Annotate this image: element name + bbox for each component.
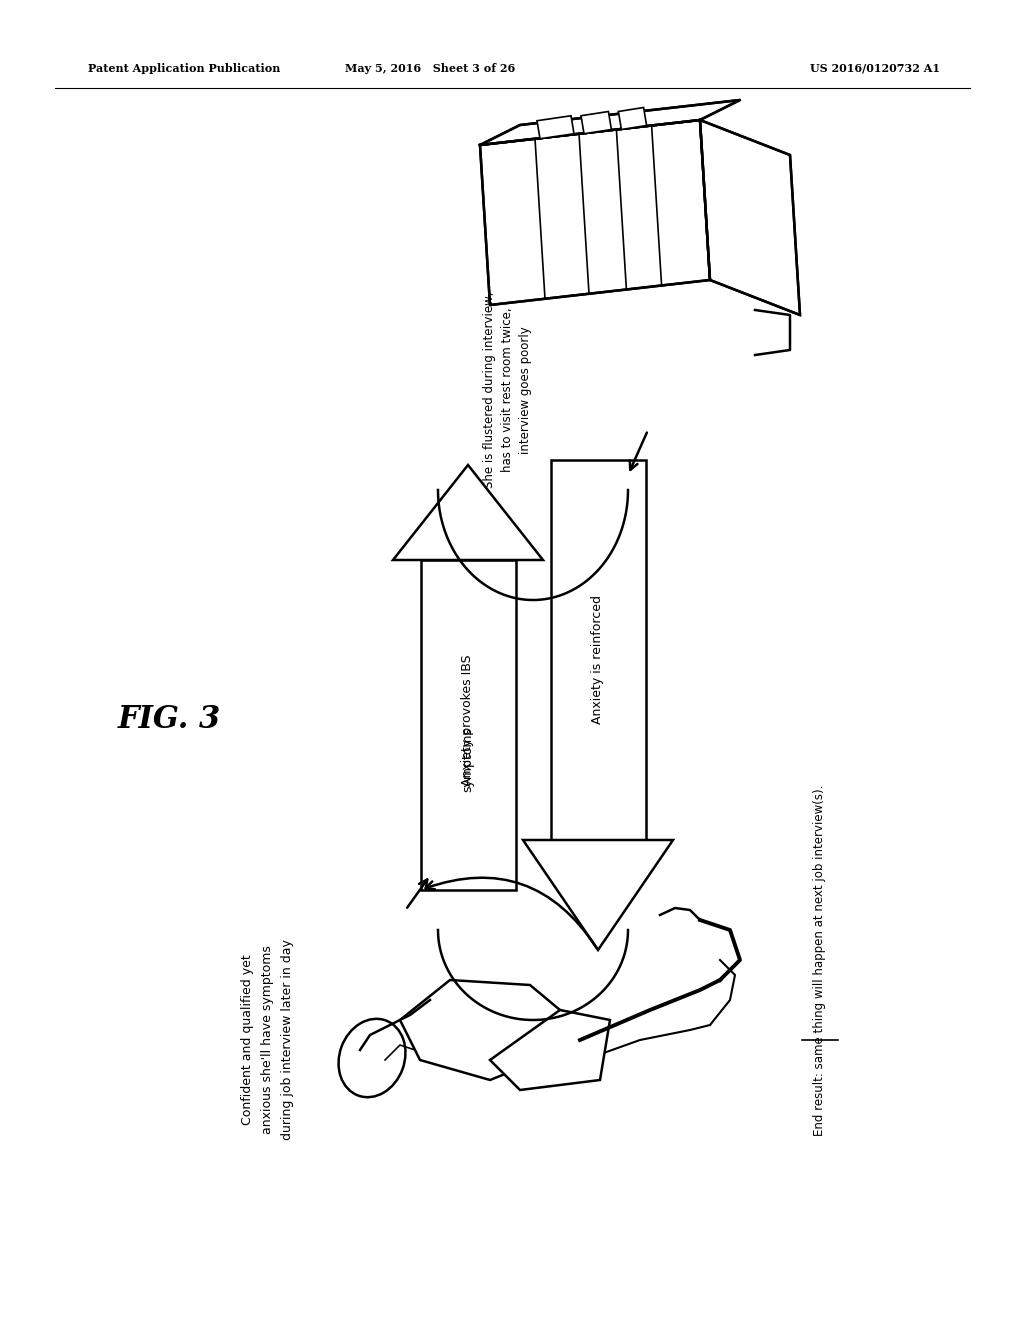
Text: has to visit rest room twice,: has to visit rest room twice, — [502, 308, 514, 473]
Text: Patent Application Publication: Patent Application Publication — [88, 62, 281, 74]
Polygon shape — [400, 979, 560, 1080]
Text: End result: same thing will happen at next job interview(s).: End result: same thing will happen at ne… — [813, 784, 826, 1135]
Polygon shape — [700, 120, 800, 315]
Polygon shape — [480, 120, 710, 305]
Polygon shape — [618, 107, 646, 129]
Polygon shape — [393, 465, 543, 560]
Polygon shape — [523, 840, 673, 950]
Text: interview goes poorly: interview goes poorly — [519, 326, 532, 454]
Text: symptoms: symptoms — [462, 727, 474, 792]
Text: US 2016/0120732 A1: US 2016/0120732 A1 — [810, 62, 940, 74]
Text: May 5, 2016   Sheet 3 of 26: May 5, 2016 Sheet 3 of 26 — [345, 62, 515, 74]
Text: during job interview later in day: during job interview later in day — [282, 940, 295, 1140]
Text: FIG. 3: FIG. 3 — [118, 705, 221, 735]
Text: Anxiety is reinforced: Anxiety is reinforced — [592, 595, 604, 725]
Polygon shape — [581, 111, 611, 133]
Polygon shape — [537, 116, 574, 139]
Ellipse shape — [339, 1019, 406, 1097]
Polygon shape — [490, 1010, 610, 1090]
Polygon shape — [480, 100, 740, 145]
Text: Anxiety provokes IBS: Anxiety provokes IBS — [462, 655, 474, 785]
Text: Confident and qualified yet: Confident and qualified yet — [242, 954, 255, 1126]
Polygon shape — [551, 459, 645, 840]
Text: anxious she'll have symptoms: anxious she'll have symptoms — [261, 945, 274, 1134]
Text: She is flustered during interview,: She is flustered during interview, — [483, 292, 497, 488]
Polygon shape — [421, 560, 515, 890]
